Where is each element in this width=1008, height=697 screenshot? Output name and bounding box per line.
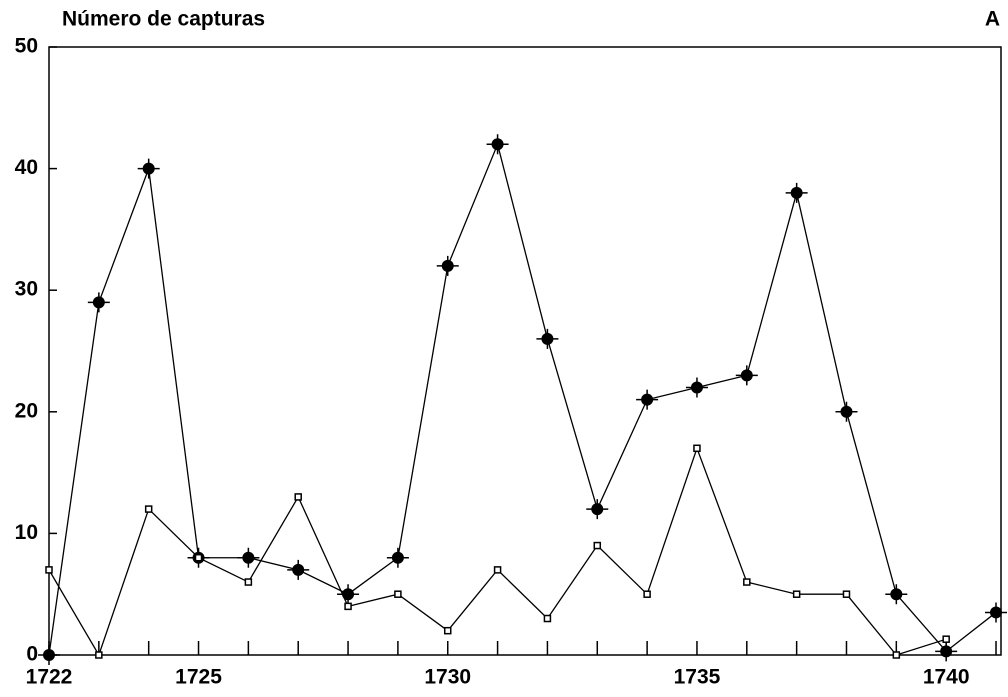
series-line (48, 446, 947, 657)
y-tick-label: 0 (26, 643, 38, 666)
marker (45, 566, 53, 574)
chart-title: Número de capturas (62, 8, 265, 31)
marker (743, 578, 751, 586)
marker (441, 259, 454, 272)
marker (790, 186, 803, 199)
marker (493, 566, 502, 574)
marker (242, 551, 255, 564)
marker (541, 332, 554, 345)
marker (344, 602, 352, 611)
marker (144, 505, 153, 513)
y-tick-label: 30 (15, 278, 38, 301)
marker (990, 606, 1003, 619)
marker (394, 590, 402, 598)
marker (690, 381, 703, 394)
plot-frame (48, 46, 1002, 656)
marker (294, 493, 302, 501)
marker (543, 614, 552, 623)
marker (792, 590, 801, 598)
x-tick-label: 1735 (674, 666, 721, 689)
marker (942, 635, 950, 643)
marker (43, 649, 55, 661)
marker (244, 578, 253, 586)
panel-label: A (985, 8, 1000, 31)
marker (391, 551, 404, 564)
y-tick-label: 50 (15, 35, 38, 58)
y-tick-label: 40 (15, 156, 38, 179)
marker (890, 588, 903, 601)
marker (693, 444, 701, 453)
y-tick-label: 10 (15, 521, 38, 544)
series-line (48, 142, 997, 656)
x-tick-label: 1725 (175, 666, 222, 689)
x-tick-label: 1722 (26, 666, 73, 689)
marker (740, 369, 753, 382)
y-tick-label: 20 (15, 399, 38, 422)
marker (491, 138, 504, 151)
marker (593, 541, 602, 550)
marker (142, 162, 155, 175)
marker (95, 651, 103, 659)
marker (892, 651, 901, 659)
marker (92, 296, 105, 309)
marker (194, 553, 203, 562)
marker (940, 645, 953, 658)
marker (641, 393, 654, 406)
marker (591, 503, 604, 516)
x-tick-label: 1730 (424, 666, 471, 689)
marker (342, 588, 355, 601)
marker (840, 405, 853, 418)
marker (842, 590, 851, 598)
marker (643, 590, 651, 598)
marker (443, 626, 452, 635)
x-tick-label: 1740 (923, 666, 970, 689)
marker (292, 563, 305, 576)
